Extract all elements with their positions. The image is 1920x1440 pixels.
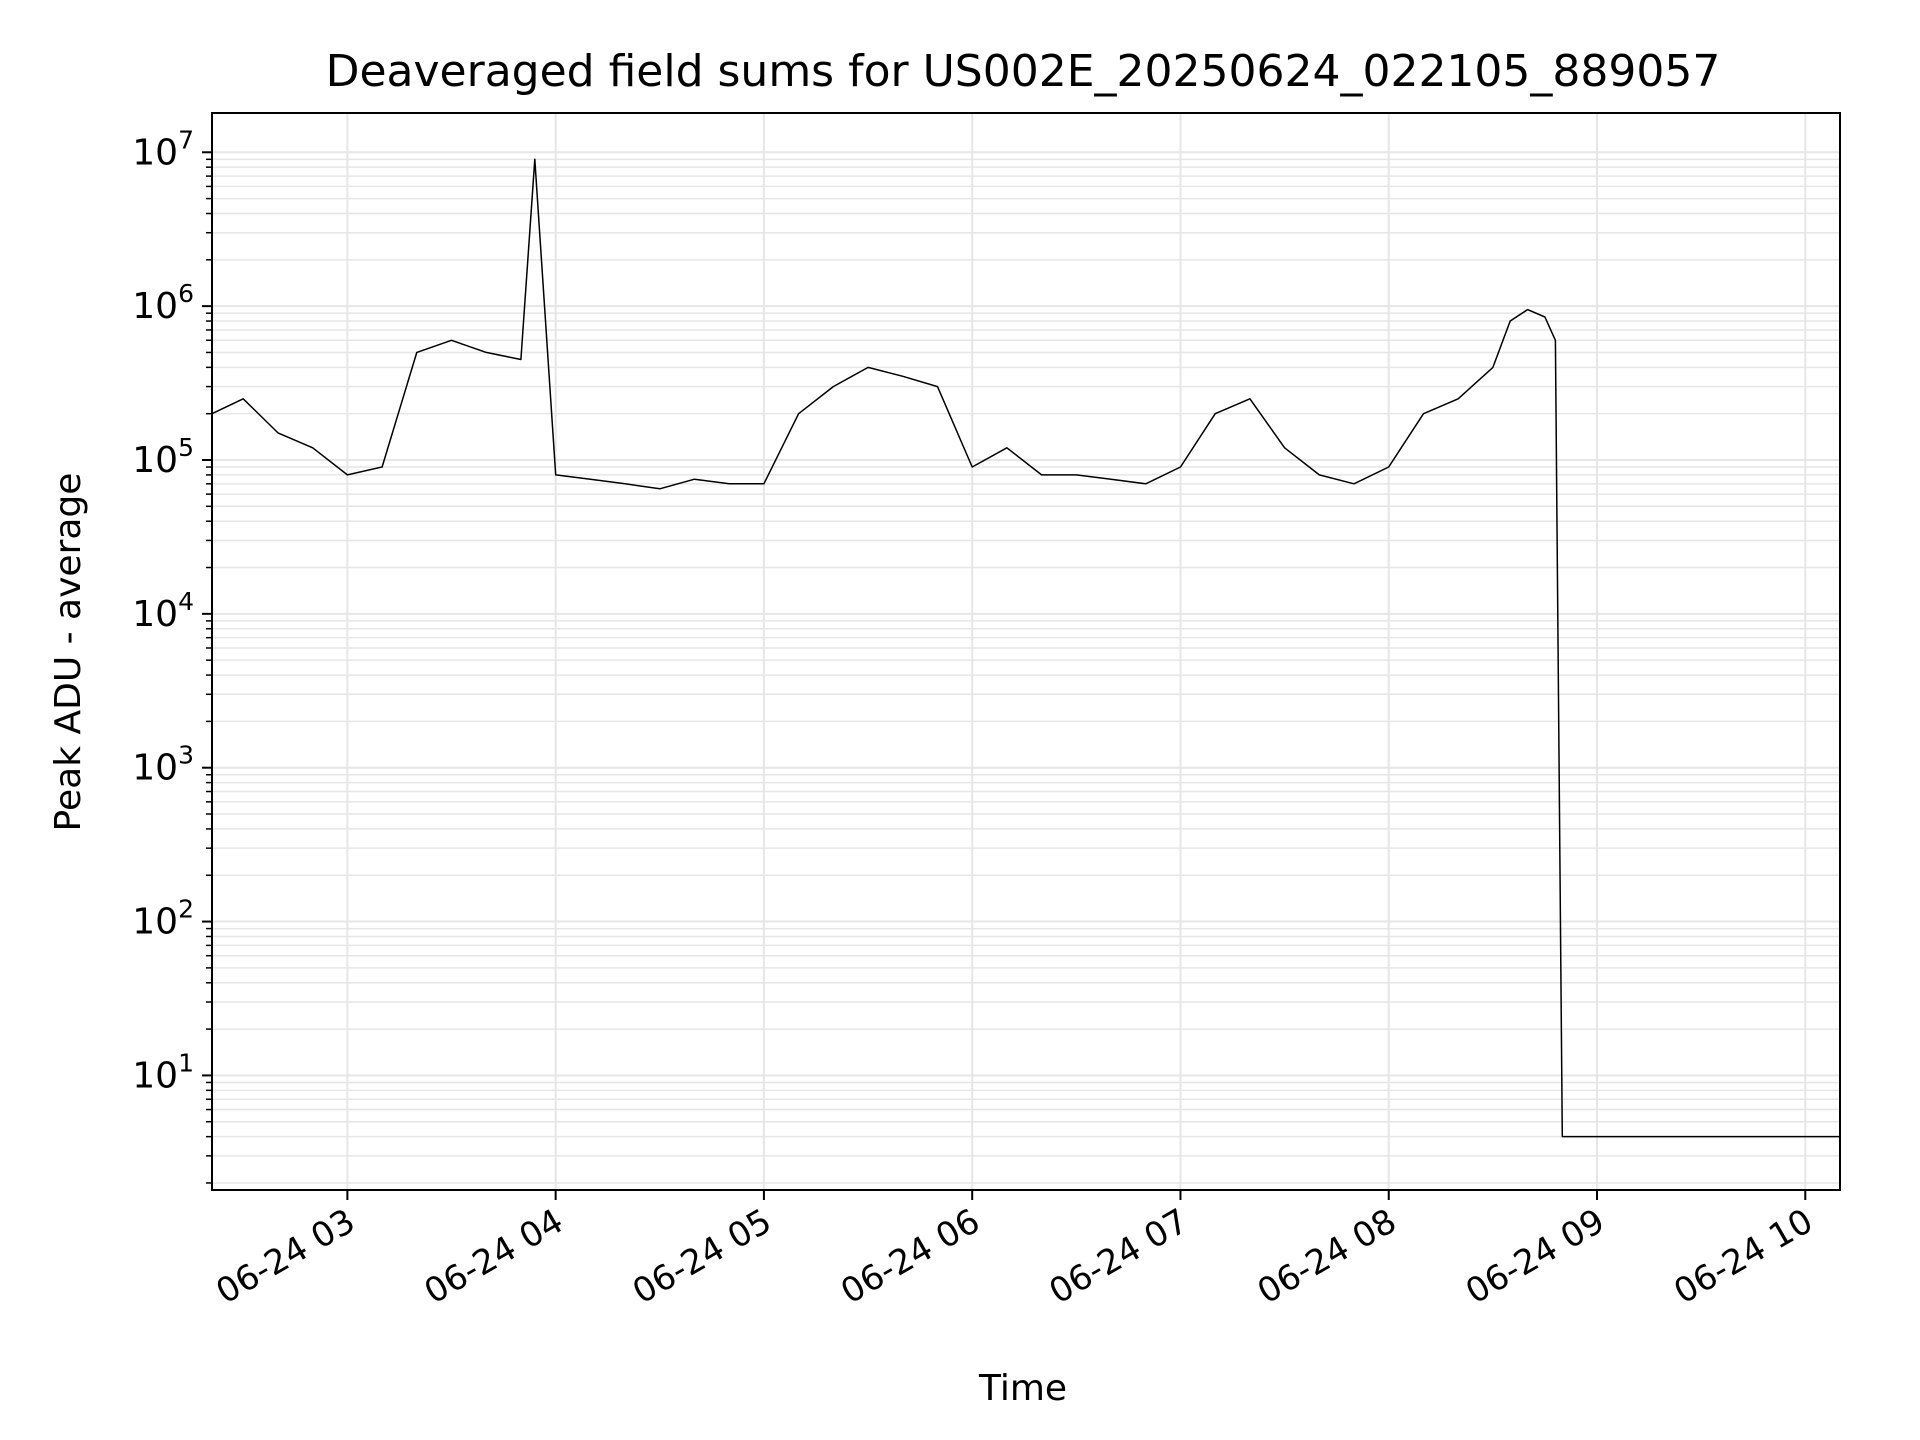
y-tick-label: 106	[132, 279, 194, 327]
plot-frame	[211, 112, 1841, 1191]
y-tick-base: 10	[132, 1055, 178, 1096]
y-tick-base: 10	[132, 902, 178, 943]
y-tick-exponent: 5	[178, 433, 194, 462]
y-tick-label: 107	[132, 125, 194, 173]
y-tick-exponent: 1	[178, 1048, 194, 1077]
chart-title: Deaveraged field sums for US002E_2025062…	[326, 46, 1721, 97]
y-tick-exponent: 2	[178, 895, 194, 924]
y-axis-label: Peak ADU - average	[48, 473, 89, 832]
y-tick-exponent: 4	[178, 587, 194, 616]
series-line	[211, 158, 1840, 1138]
y-tick-exponent: 3	[178, 741, 194, 770]
y-tick-base: 10	[132, 286, 178, 327]
y-tick-label: 104	[132, 587, 194, 635]
x-axis-label: Time	[978, 1368, 1067, 1409]
y-tick-label: 101	[132, 1048, 194, 1096]
y-tick-label: 102	[132, 895, 194, 943]
y-tick-exponent: 7	[178, 125, 194, 154]
y-tick-base: 10	[132, 132, 178, 173]
series-layer	[211, 158, 1841, 1138]
y-tick-base: 10	[132, 594, 178, 635]
y-tick-base: 10	[132, 440, 178, 481]
y-tick-label: 105	[132, 433, 194, 481]
y-tick-label: 103	[132, 741, 194, 789]
y-tick-exponent: 6	[178, 279, 194, 308]
y-tick-base: 10	[132, 748, 178, 789]
grid	[212, 113, 1840, 1190]
